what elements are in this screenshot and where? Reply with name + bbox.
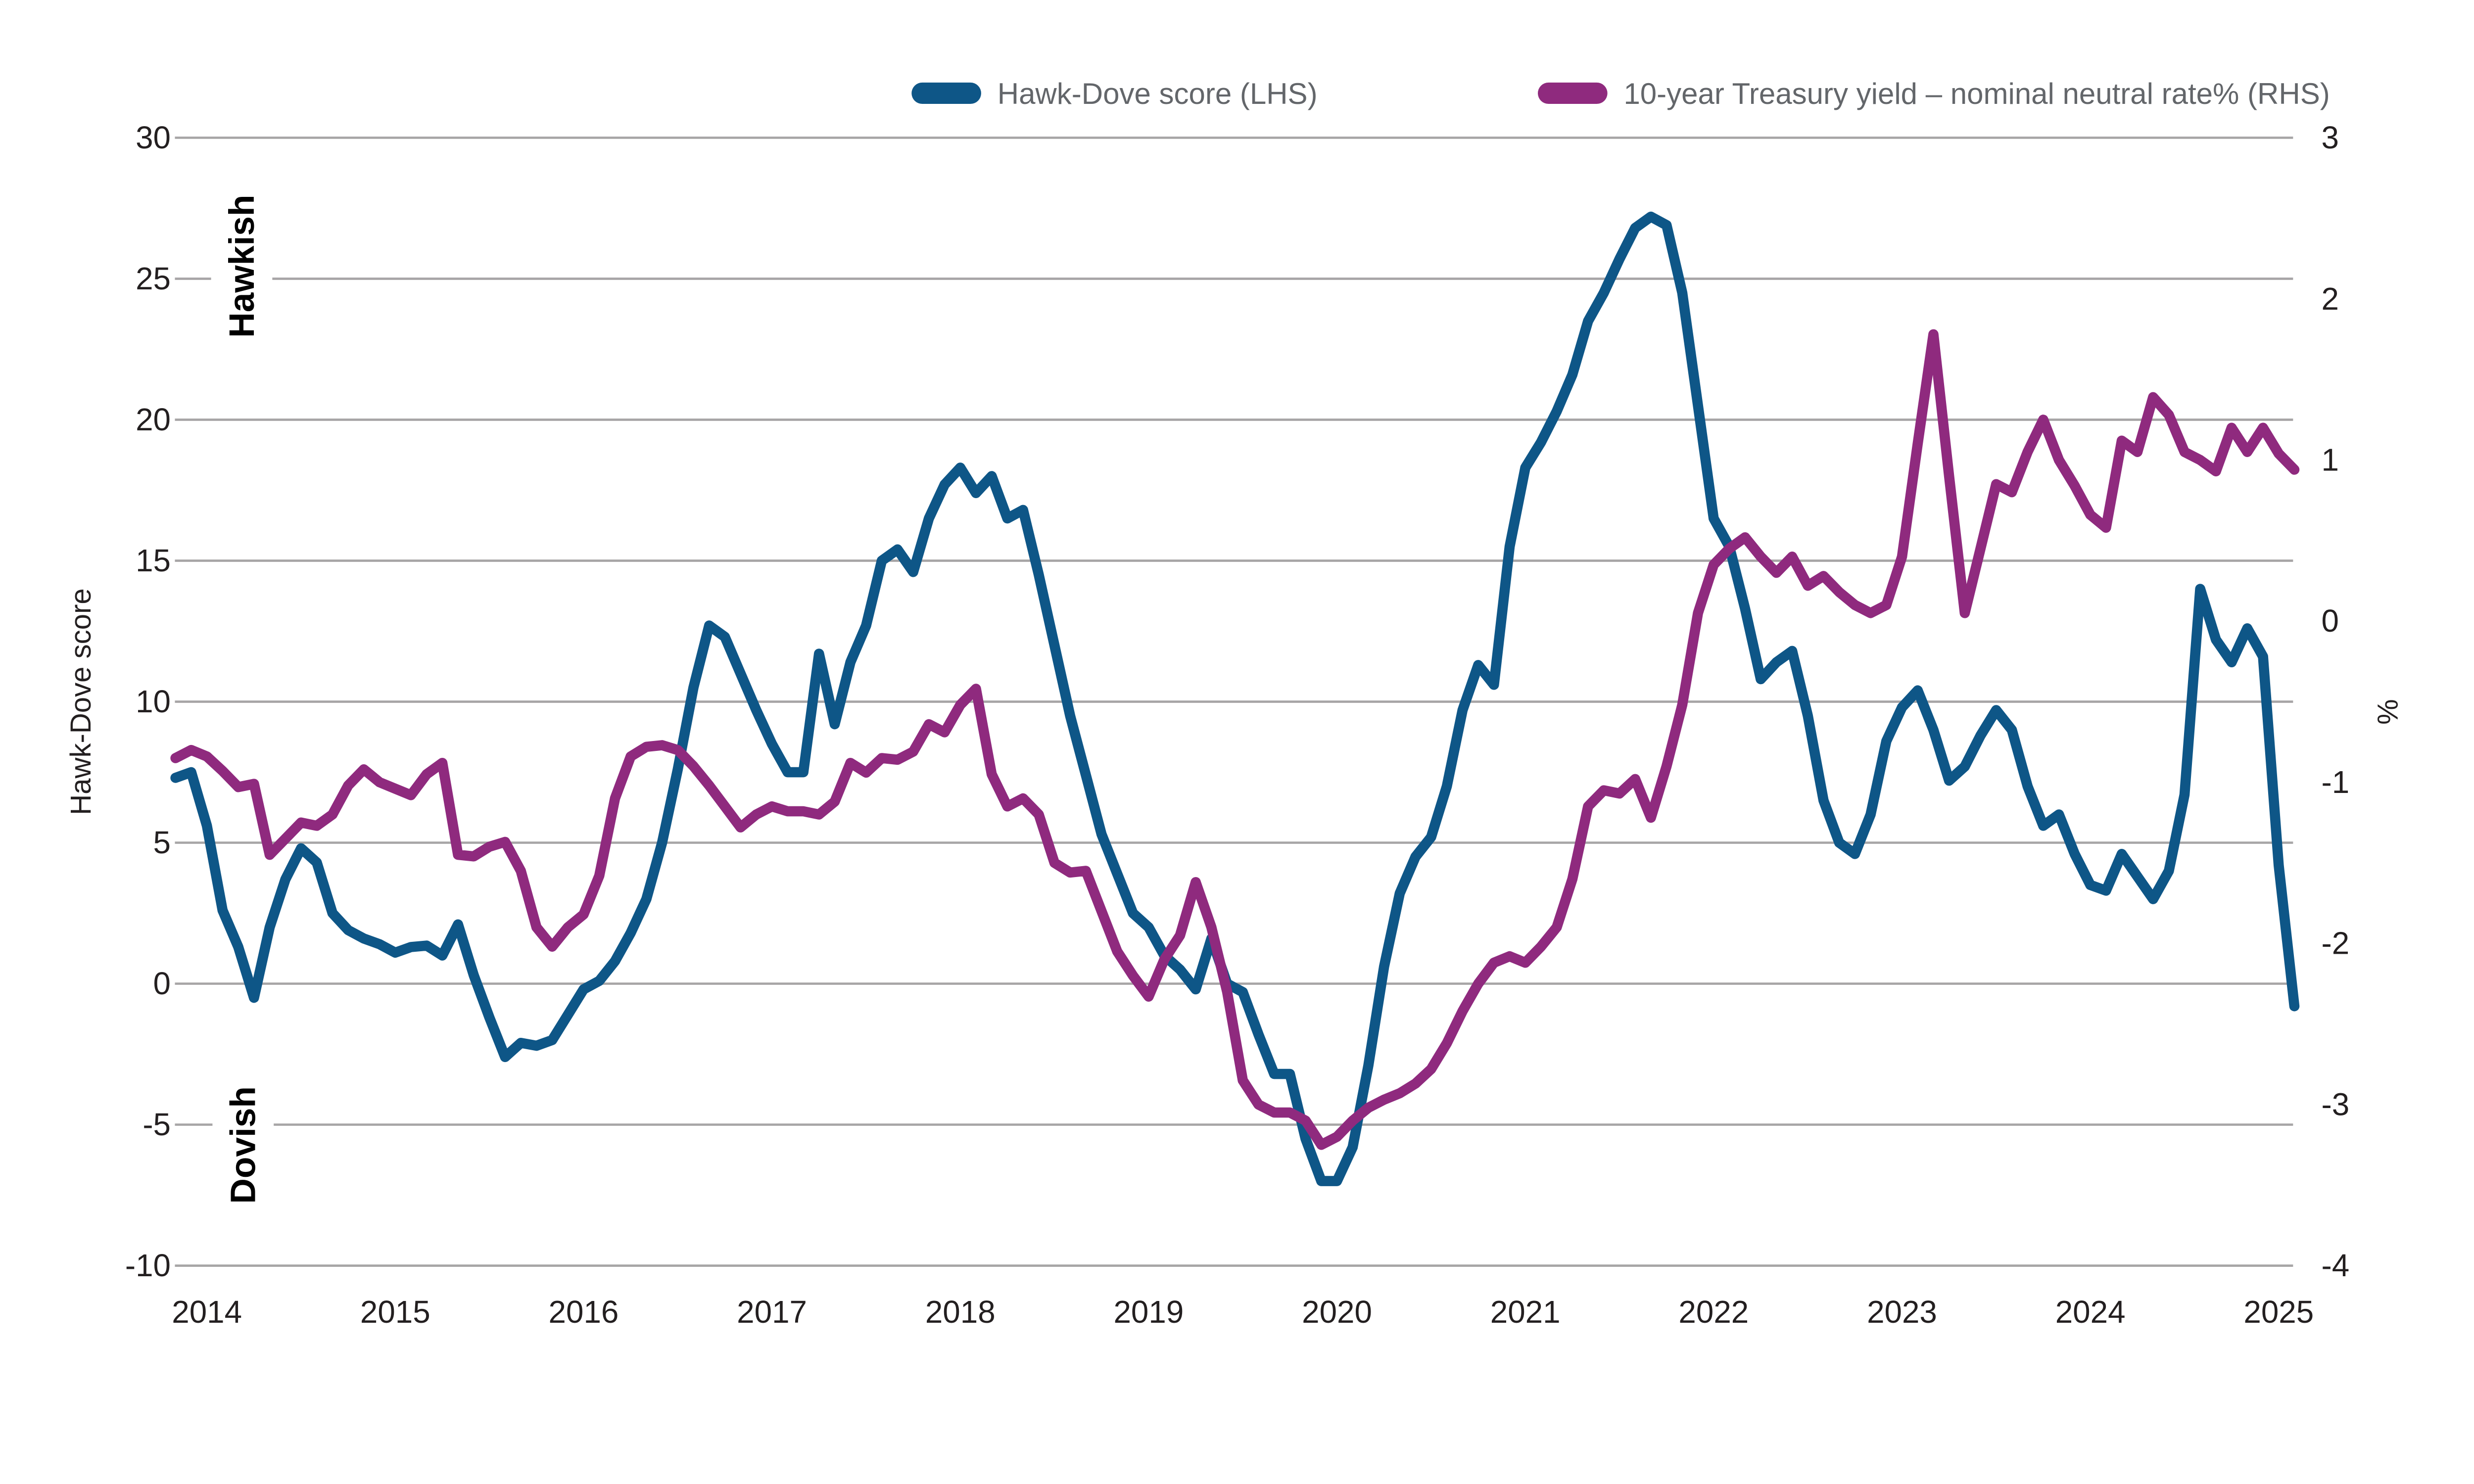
left-tick-0: 0: [153, 966, 171, 1001]
left-tick-5: 5: [153, 825, 171, 860]
right-tick-3: 3: [2322, 120, 2339, 155]
dovish-box: [212, 1075, 274, 1215]
left-axis-title: Hawk-Dove score: [65, 588, 97, 815]
left-tick--10: -10: [125, 1248, 171, 1283]
legend-swatch-hawk-dove: [911, 82, 981, 104]
right-tick--4: -4: [2322, 1248, 2350, 1283]
legend-swatch-treasury-minus-neutral: [1538, 82, 1608, 104]
x-tick-2016: 2016: [549, 1294, 619, 1330]
x-tick-2025: 2025: [2243, 1294, 2314, 1330]
x-tick-2015: 2015: [360, 1294, 430, 1330]
x-tick-2022: 2022: [1678, 1294, 1749, 1330]
right-tick-2: 2: [2322, 281, 2339, 317]
x-tick-2024: 2024: [2055, 1294, 2126, 1330]
dovish-label: Dovish: [224, 1086, 263, 1204]
chart-background: [0, 0, 2474, 1391]
chart-container: Hawkish Dovish 30 25 20 15 10 5 0 -5 -10 3 2 1 0 -1 -2-…: [0, 0, 2474, 1391]
left-tick-20: 20: [136, 402, 171, 437]
right-tick--1: -1: [2322, 764, 2350, 800]
left-tick-15: 15: [136, 543, 171, 578]
series-line-treasury-minus-neutral: [170, 329, 2300, 1150]
series-lines: [170, 211, 2300, 1186]
left-tick--5: -5: [143, 1107, 171, 1142]
x-tick-2020: 2020: [1302, 1294, 1372, 1330]
legend: Hawk-Dove score (LHS) 10-year Treasury yi…: [911, 77, 2330, 110]
gridlines: [175, 137, 2293, 1267]
left-tick-10: 10: [136, 684, 171, 719]
legend-label-hawk-dove: Hawk-Dove score (LHS): [998, 77, 1318, 110]
x-tick-2021: 2021: [1490, 1294, 1561, 1330]
x-tick-2023: 2023: [1867, 1294, 1937, 1330]
right-tick-1: 1: [2322, 442, 2339, 477]
left-tick-30: 30: [136, 120, 171, 155]
right-tick--3: -3: [2322, 1086, 2350, 1122]
series-line-hawk-dove: [170, 211, 2300, 1186]
right-tick-0: 0: [2322, 603, 2339, 639]
left-tick-25: 25: [136, 261, 171, 296]
hawkish-label: Hawkish: [222, 195, 262, 338]
x-tick-2014: 2014: [172, 1294, 242, 1330]
legend-label-treasury-minus-neutral: 10-year Treasury yield – nominal neutral…: [1623, 77, 2330, 110]
right-axis-title: %: [2372, 699, 2404, 725]
hawkish-box: [211, 178, 273, 354]
x-tick-2019: 2019: [1113, 1294, 1184, 1330]
x-tick-2017: 2017: [737, 1294, 807, 1330]
x-tick-2018: 2018: [925, 1294, 996, 1330]
annotations: Hawkish Dovish: [211, 178, 274, 1215]
right-tick--2: -2: [2322, 926, 2350, 961]
